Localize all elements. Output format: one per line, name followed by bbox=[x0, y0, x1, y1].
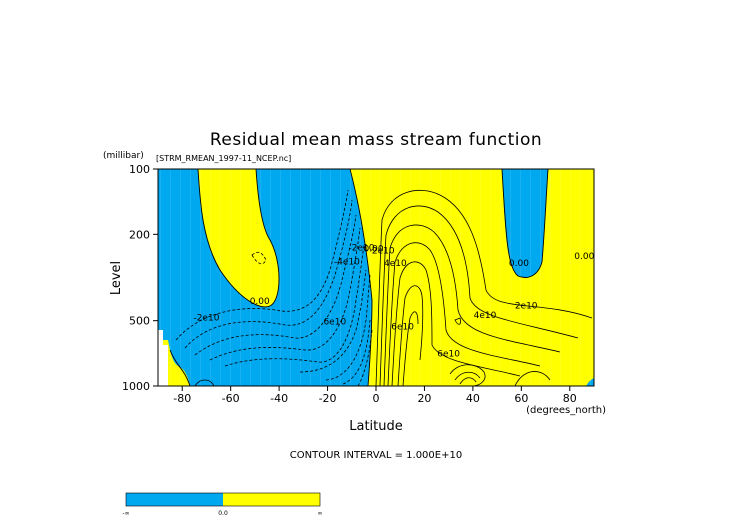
contour-label: 4e10 bbox=[474, 311, 497, 321]
contour-label: 6e10 bbox=[437, 349, 460, 359]
x-tick-label: 60 bbox=[514, 392, 528, 405]
x-tick-label: -60 bbox=[222, 392, 240, 405]
x-tick-label: 80 bbox=[563, 392, 577, 405]
contour-label: 6e10 bbox=[391, 323, 414, 333]
y-tick-label: 200 bbox=[129, 228, 150, 241]
contour-interval-text: CONTOUR INTERVAL = 1.000E+10 bbox=[290, 450, 462, 461]
contour-label: 2e10 bbox=[515, 302, 538, 312]
contour-label: -2e10 bbox=[193, 314, 219, 324]
positive-contours bbox=[194, 189, 593, 386]
y-tick-label: 1000 bbox=[122, 380, 150, 393]
contour-label: 4e10 bbox=[384, 259, 407, 269]
y-tick-label: 500 bbox=[129, 315, 150, 328]
x-tick-label: 40 bbox=[466, 392, 480, 405]
plot-area: 0.00-2e10-4e10-2e100.002e104e106e106e102… bbox=[158, 169, 594, 386]
contour-label: 6e10 bbox=[323, 317, 346, 327]
contour-label: 0.00 bbox=[509, 259, 529, 269]
colorbar-frame bbox=[125, 492, 321, 507]
zero-contour bbox=[169, 169, 549, 386]
x-tick-label: 20 bbox=[417, 392, 431, 405]
colorbar-label-max: ∞ bbox=[318, 510, 323, 517]
y-units-label: (millibar) bbox=[103, 151, 144, 161]
x-tick-label: 0 bbox=[373, 392, 380, 405]
chart-subtitle: [STRM_RMEAN_1997-11_NCEP.nc] bbox=[156, 154, 291, 163]
contour-label: 0.00 bbox=[250, 297, 270, 307]
chart-title: Residual mean mass stream function bbox=[210, 130, 542, 150]
contour-label: 0.00 bbox=[574, 252, 594, 262]
x-tick-label: -40 bbox=[270, 392, 288, 405]
contour-label: 2e10 bbox=[372, 246, 395, 256]
y-axis-label: Level bbox=[109, 261, 124, 295]
contour-label: -2e10 bbox=[348, 244, 374, 254]
x-tick-label: -80 bbox=[173, 392, 191, 405]
colorbar-label-min: -∞ bbox=[122, 510, 129, 517]
y-axis: 100 200 500 1000 bbox=[122, 163, 158, 393]
contour-label: 0.00 bbox=[364, 245, 384, 255]
x-axis: -80 -60 -40 -20 0 20 40 60 80 bbox=[173, 386, 577, 405]
x-tick-label: -20 bbox=[319, 392, 337, 405]
y-tick-label: 100 bbox=[129, 163, 150, 176]
colorbar-positive bbox=[223, 493, 320, 506]
colorbar-label-mid: 0.0 bbox=[218, 510, 228, 517]
x-units-label: (degrees_north) bbox=[526, 405, 606, 416]
contour-label: -4e10 bbox=[334, 257, 360, 267]
colorbar: -∞ 0.0 ∞ bbox=[122, 492, 323, 517]
x-axis-label: Latitude bbox=[349, 419, 403, 434]
contour-labels: 0.00-2e10-4e10-2e100.002e104e106e106e102… bbox=[193, 244, 594, 360]
colorbar-negative bbox=[126, 493, 223, 506]
